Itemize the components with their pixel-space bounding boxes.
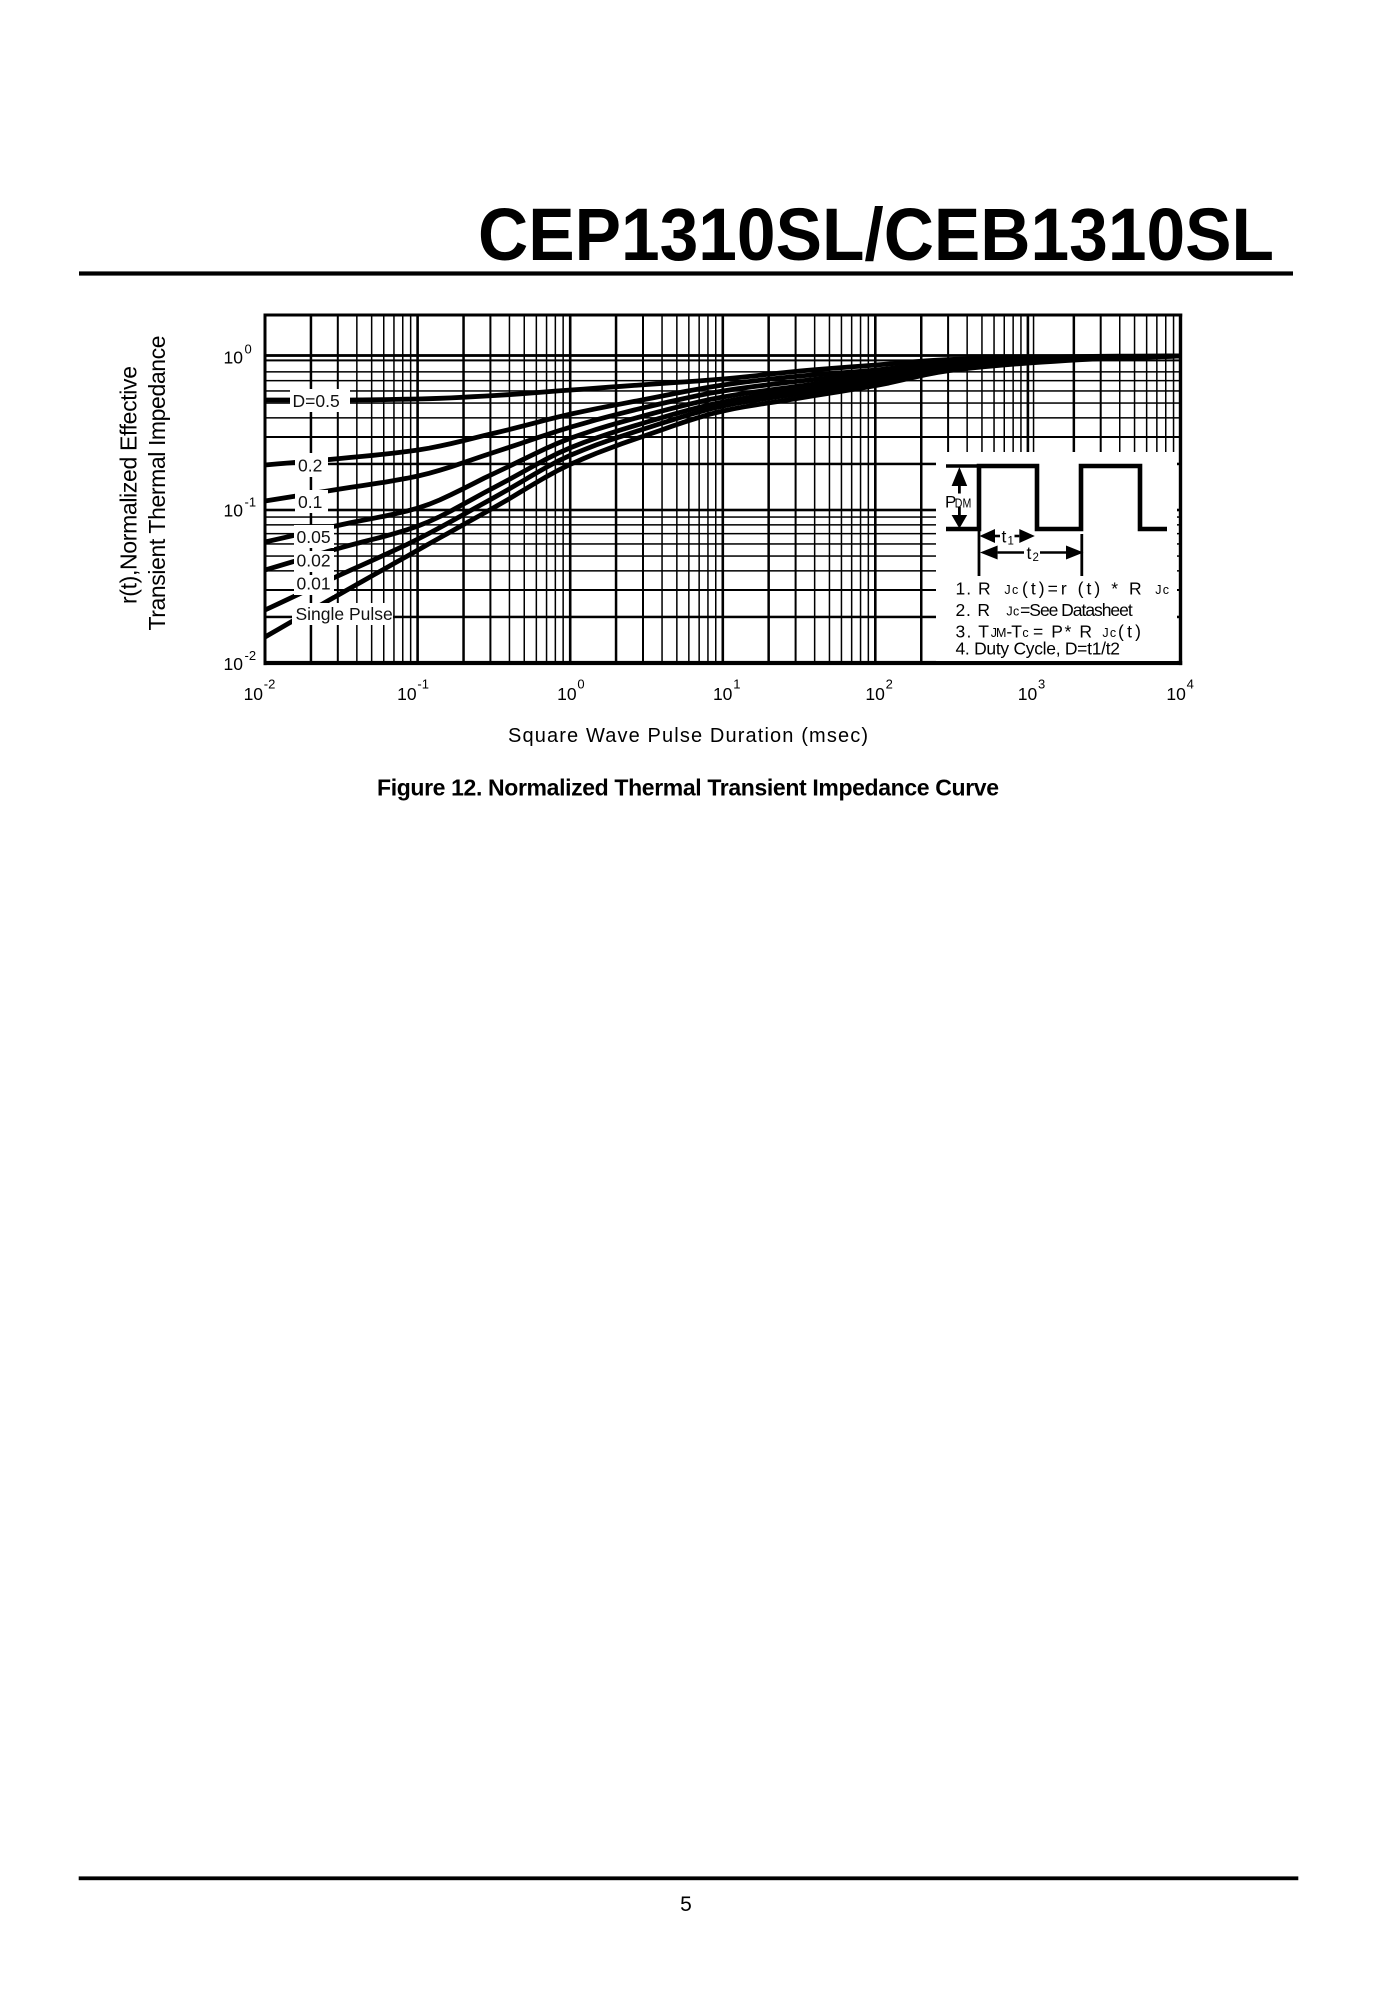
svg-text:r(t),Normalized Effective: r(t),Normalized Effective: [116, 366, 142, 604]
svg-text:3: 3: [1038, 677, 1045, 692]
svg-text:=See Datasheet: =See Datasheet: [1020, 600, 1133, 620]
svg-text:Jc: Jc: [1006, 605, 1019, 619]
svg-text:Square Wave Pulse Duration (ms: Square Wave Pulse Duration (msec): [508, 725, 868, 747]
svg-text:t: t: [1027, 543, 1032, 563]
svg-text:10: 10: [244, 684, 264, 704]
svg-text:JM: JM: [991, 626, 1007, 640]
svg-text:10: 10: [557, 684, 577, 704]
svg-text:0.02: 0.02: [297, 551, 331, 571]
svg-text:Jc: Jc: [1155, 583, 1169, 597]
svg-text:10: 10: [224, 500, 244, 520]
svg-text:5: 5: [680, 1893, 692, 1916]
svg-text:DM: DM: [955, 497, 972, 511]
svg-text:P: P: [945, 493, 956, 512]
svg-text:-2: -2: [264, 677, 276, 692]
svg-text:0.01: 0.01: [297, 574, 331, 594]
svg-text:10: 10: [1018, 684, 1038, 704]
svg-text:0.05: 0.05: [297, 527, 331, 547]
svg-text:t: t: [1002, 527, 1007, 547]
svg-text:-2: -2: [245, 648, 257, 663]
svg-text:1: 1: [1008, 536, 1014, 548]
svg-text:0: 0: [245, 342, 252, 357]
svg-text:Transient Thermal Impedance: Transient Thermal Impedance: [144, 336, 170, 631]
svg-text:10: 10: [397, 684, 417, 704]
svg-text:2. R: 2. R: [956, 600, 991, 620]
svg-text:-1: -1: [245, 495, 257, 510]
svg-text:0: 0: [577, 677, 584, 692]
svg-text:4. Duty Cycle, D=t1/t2: 4. Duty Cycle, D=t1/t2: [956, 639, 1121, 659]
svg-text:10: 10: [224, 654, 244, 674]
svg-text:D=0.5: D=0.5: [293, 391, 340, 411]
svg-text:CEP1310SL/CEB1310SL: CEP1310SL/CEB1310SL: [478, 193, 1274, 276]
svg-text:4: 4: [1187, 677, 1194, 692]
svg-text:-T: -T: [1006, 622, 1022, 642]
svg-text:= P* R: = P* R: [1033, 622, 1092, 642]
svg-text:2: 2: [1033, 552, 1039, 564]
svg-text:2: 2: [886, 677, 893, 692]
svg-text:Single Pulse: Single Pulse: [296, 604, 393, 624]
svg-text:10: 10: [224, 347, 244, 367]
svg-text:10: 10: [1166, 684, 1186, 704]
svg-text:0.1: 0.1: [298, 492, 322, 512]
svg-text:(t)=r (t) * R: (t)=r (t) * R: [1022, 579, 1142, 599]
svg-text:0.2: 0.2: [298, 456, 322, 476]
svg-text:10: 10: [865, 684, 885, 704]
svg-text:c: c: [1022, 626, 1028, 640]
svg-text:-1: -1: [417, 677, 429, 692]
svg-text:1: 1: [733, 677, 740, 692]
svg-text:10: 10: [713, 684, 733, 704]
svg-text:Jc: Jc: [1102, 626, 1116, 640]
svg-text:3. T: 3. T: [956, 622, 990, 642]
svg-text:Jc: Jc: [1004, 583, 1018, 597]
svg-text:Figure 12. Normalized Thermal: Figure 12. Normalized Thermal Transient …: [377, 775, 999, 801]
svg-text:1. R: 1. R: [956, 579, 991, 599]
svg-text:(t): (t): [1118, 622, 1141, 642]
